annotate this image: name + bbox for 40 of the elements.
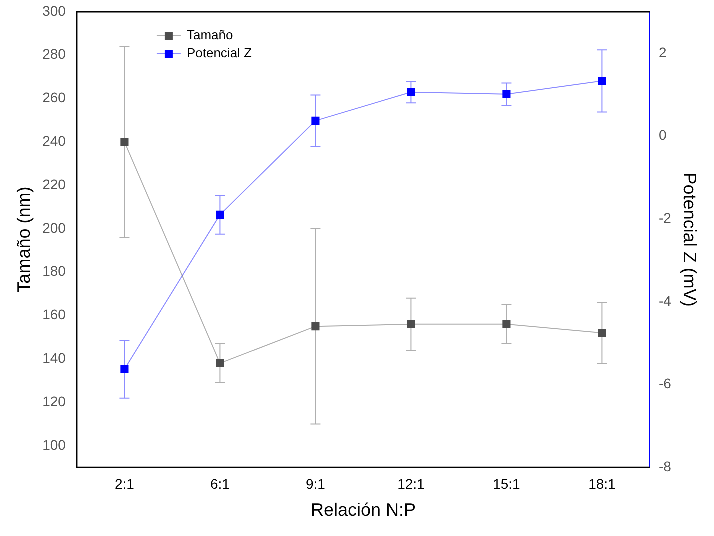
- y2-tick-label: -6: [658, 376, 672, 392]
- x-tick-label: 6:1: [210, 476, 230, 492]
- point: [216, 359, 224, 368]
- y-tick-label: 240: [42, 133, 66, 150]
- y-tick-label: 200: [42, 220, 66, 236]
- point: [502, 320, 511, 328]
- y2-tick-label: -8: [658, 458, 672, 474]
- y-tick-label: 220: [42, 176, 66, 192]
- point: [598, 329, 606, 338]
- y-tick-label: 180: [42, 263, 66, 280]
- x-tick-label: 9:1: [306, 476, 326, 492]
- legend-label: Potencial Z: [186, 46, 252, 61]
- y2-axis-title: Potencial Z (mV): [680, 172, 700, 307]
- y-tick-label: 100: [42, 436, 66, 453]
- point: [502, 90, 511, 98]
- point: [407, 88, 416, 96]
- x-axis-title: Relación N:P: [310, 500, 416, 520]
- y-tick-label: 120: [42, 393, 66, 410]
- point: [120, 365, 129, 374]
- point: [598, 77, 606, 86]
- y2-tick-label: 2: [658, 44, 667, 60]
- y-tick-label: 260: [42, 90, 66, 106]
- x-tick-label: 15:1: [493, 476, 521, 492]
- y-axis-title: Tamaño (nm): [14, 186, 34, 293]
- y-tick-label: 280: [42, 46, 66, 62]
- legend-label: Tamaño: [186, 28, 234, 43]
- y-tick-label: 140: [42, 350, 66, 366]
- y2-tick-label: -2: [658, 210, 672, 226]
- x-tick-label: 18:1: [588, 476, 616, 492]
- point: [312, 116, 320, 125]
- y2-tick-label: 0: [658, 127, 667, 144]
- y-tick-label: 160: [42, 306, 66, 323]
- y-tick-label: 300: [42, 2, 66, 19]
- y2-tick-label: -4: [658, 292, 672, 309]
- point: [312, 322, 320, 331]
- point: [216, 210, 224, 219]
- x-tick-label: 2:1: [114, 476, 135, 492]
- point: [120, 138, 129, 146]
- x-tick-label: 12:1: [398, 476, 426, 492]
- point: [407, 320, 416, 328]
